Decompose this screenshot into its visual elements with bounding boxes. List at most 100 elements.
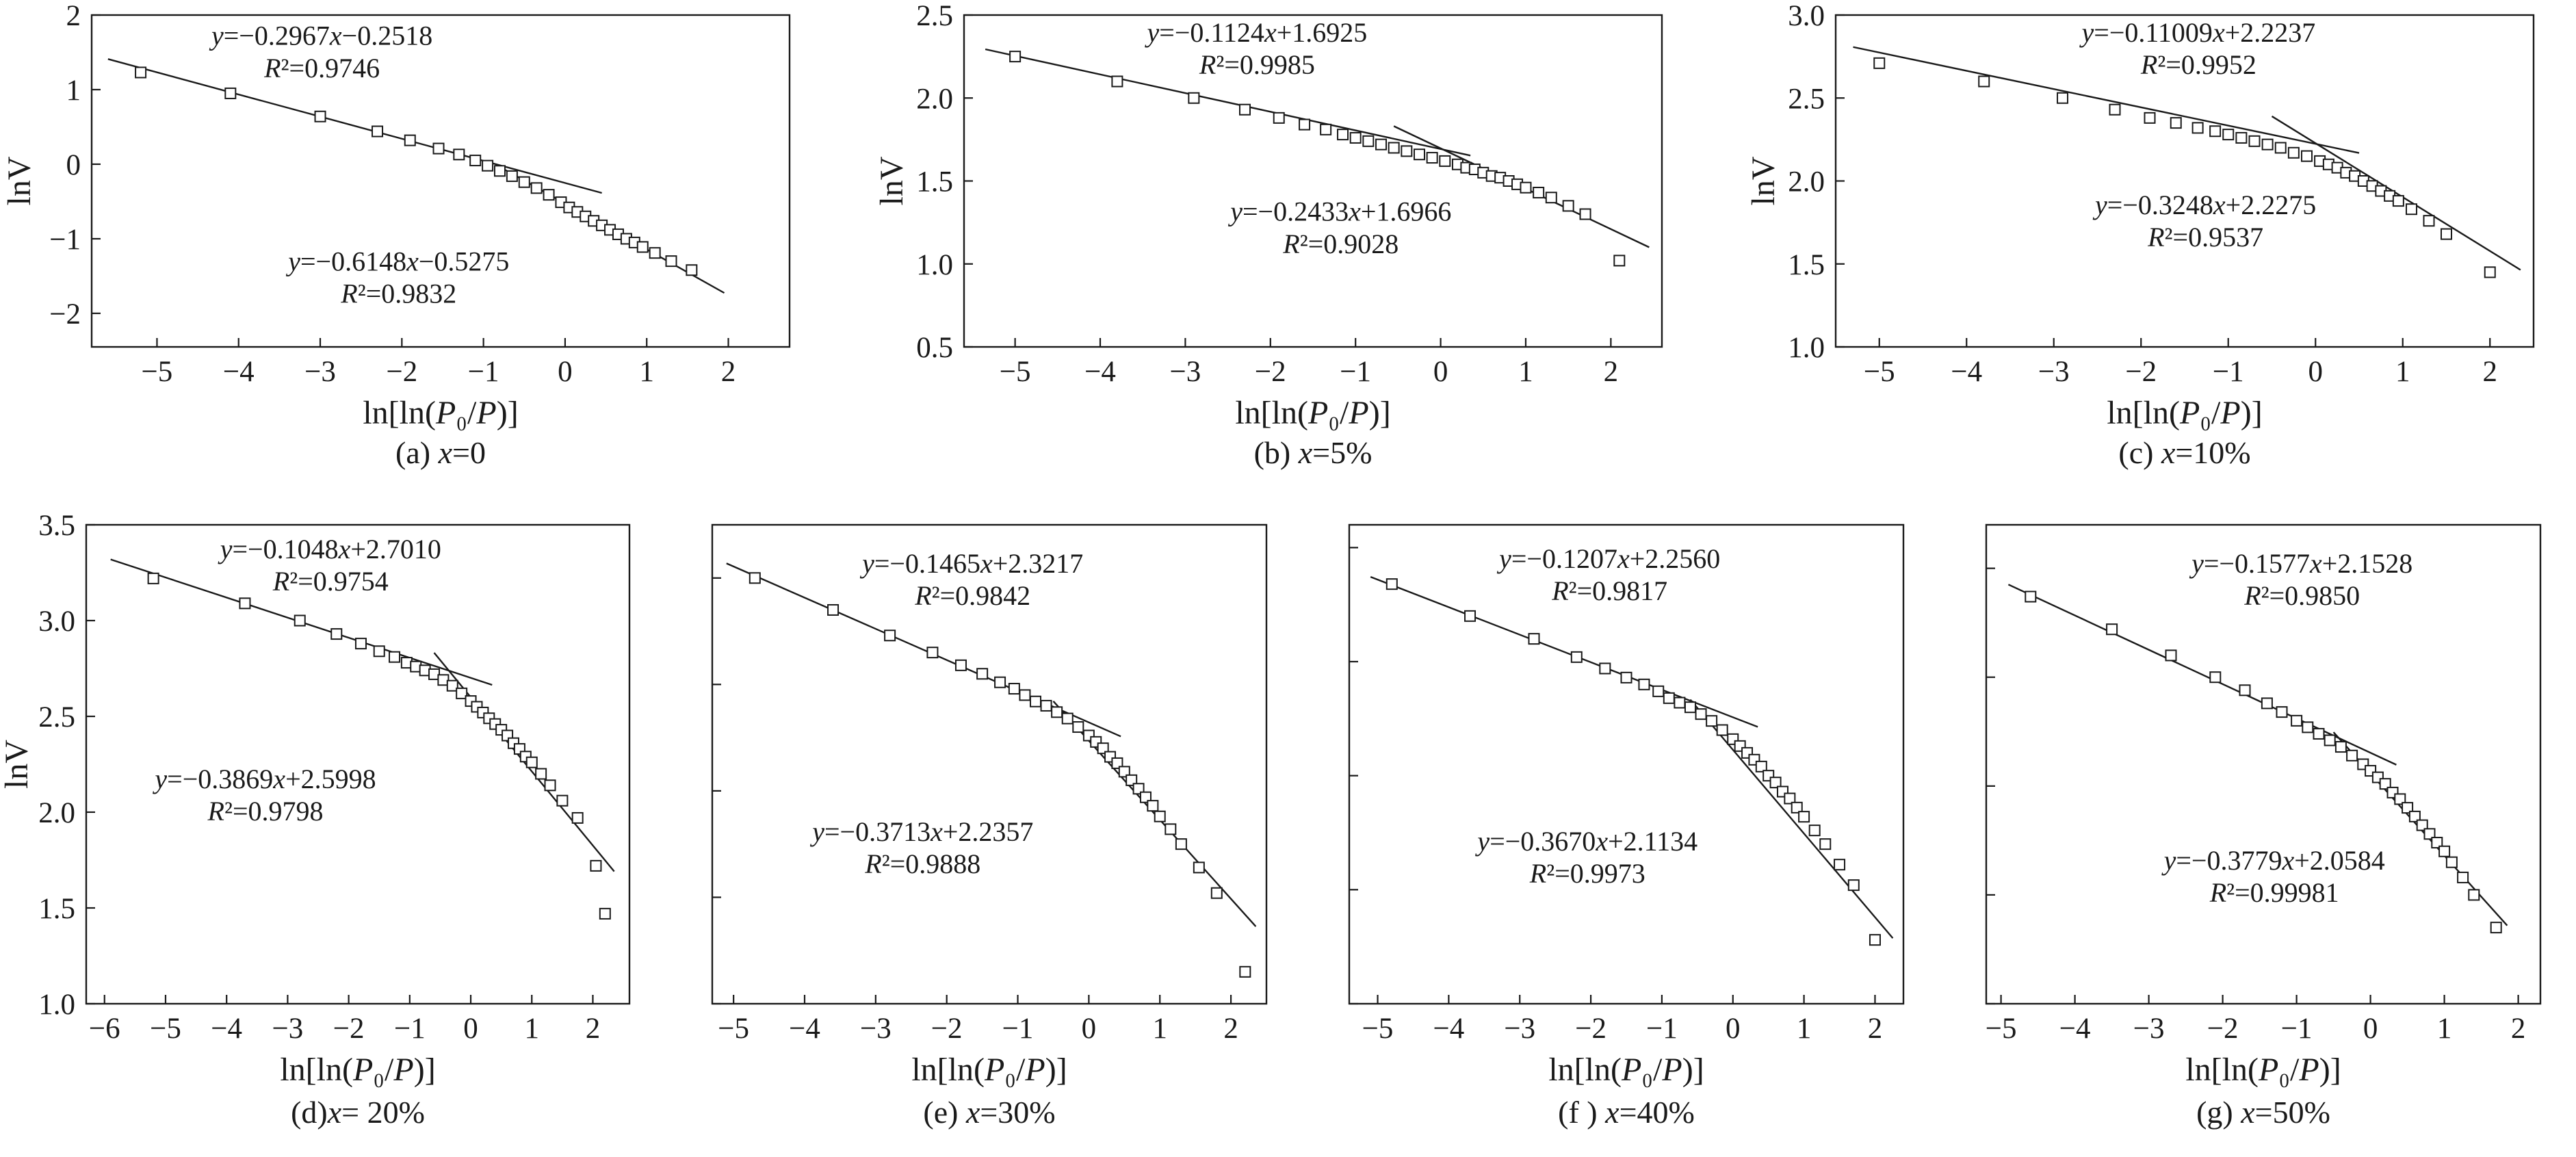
data-point-marker: [1519, 181, 1531, 194]
fit-r2-label-1: R²=0.9842: [914, 580, 1030, 611]
x-tick-label: −5: [999, 356, 1030, 388]
data-point-marker: [1819, 838, 1832, 850]
data-point-marker: [2313, 727, 2325, 740]
data-point-marker: [1769, 777, 1782, 789]
x-axis-label: ln[ln(P₀/P)]: [2185, 1052, 2341, 1088]
data-point-marker: [2235, 131, 2248, 144]
plot-frame: [85, 523, 631, 1005]
data-point-marker: [1834, 859, 1846, 871]
data-point-marker: [1426, 152, 1438, 164]
plot-frame: [90, 14, 791, 348]
x-tick-label: −2: [1575, 1013, 1606, 1045]
x-tick-label: −5: [1986, 1013, 2017, 1045]
data-point-marker: [1210, 887, 1223, 899]
x-tick-label: 0: [1082, 1013, 1097, 1045]
data-point-marker: [2468, 889, 2480, 901]
data-point-marker: [2457, 871, 2469, 883]
fit-equation-label-2: y=−0.3713x+2.2357: [809, 816, 1033, 847]
fit-r2-label-2: R²=0.9537: [2147, 222, 2263, 252]
x-tick-label: −6: [89, 1013, 120, 1045]
data-point-marker: [1349, 131, 1362, 144]
x-tick-label: 1: [2437, 1013, 2452, 1045]
data-point-marker: [1019, 689, 1031, 701]
data-point-marker: [827, 603, 840, 616]
y-tick-label: 2.0: [1788, 166, 1825, 198]
plot-svg-d: −6 −5 −4 −3 −2 −1 0 1 2 1.0 1.5 2.0 2.5 3.0 3.5 y=−0.10…: [0, 510, 631, 1130]
data-point-marker: [469, 155, 482, 167]
x-tick-label: 1: [525, 1013, 540, 1045]
x-tick-label: −1: [468, 356, 499, 388]
x-tick-label: −3: [1504, 1013, 1535, 1045]
data-point-marker: [1009, 51, 1021, 63]
fit-r2-label-1: R²=0.9817: [1551, 575, 1667, 606]
data-point-marker: [2261, 697, 2273, 710]
data-point-marker: [1126, 774, 1138, 786]
data-point-marker: [2109, 103, 2121, 116]
x-tick-label: 0: [1726, 1013, 1741, 1045]
data-point-marker: [1238, 103, 1251, 116]
data-point-marker: [556, 794, 569, 807]
data-point-marker: [2408, 810, 2421, 822]
fit-equation-label-1: y=−0.1124x+1.6925: [1144, 17, 1367, 48]
fit-equation-label-1: y=−0.1577x+2.1528: [2189, 548, 2412, 579]
data-point-marker: [1273, 112, 1285, 124]
data-point-marker: [2191, 122, 2204, 134]
x-tick-label: −1: [1002, 1013, 1034, 1045]
data-point-marker: [530, 182, 543, 194]
x-tick-label: −4: [1951, 356, 1982, 388]
y-tick-label: −2: [49, 298, 81, 330]
data-point-marker: [2239, 684, 2251, 697]
data-point-marker: [976, 668, 989, 680]
data-point-marker: [372, 125, 384, 138]
data-point-marker: [1061, 712, 1074, 725]
data-point-marker: [453, 148, 465, 161]
data-point-marker: [1532, 186, 1544, 198]
data-point-marker: [1638, 678, 1650, 690]
chart-g: −5 −4 −3 −2 −1 0 1 2 y=−0.1577x+2.1528 R²=0.9850 y…: [1956, 515, 2561, 1140]
chart-f: −5 −4 −3 −2 −1 0 1 2 y=−0.1207x+2.2560 R²=0.9817 y…: [1319, 515, 1924, 1140]
data-point-marker: [239, 597, 251, 610]
data-point-marker: [1187, 92, 1199, 104]
data-point-marker: [1413, 148, 1425, 161]
plot-svg-c: −5 −4 −3 −2 −1 0 1 2 1.0 1.5 2.0 2.5 3.0 y=−0.11009x+…: [1745, 0, 2535, 470]
data-point-marker: [2302, 721, 2314, 733]
data-point-marker: [1298, 118, 1310, 131]
data-point-marker: [1579, 208, 1591, 220]
data-point-marker: [446, 679, 458, 692]
data-point-marker: [2392, 195, 2404, 207]
y-tick-label: 2.5: [1788, 83, 1825, 115]
y-tick-label: 2.5: [38, 701, 75, 733]
data-point-marker: [135, 66, 147, 79]
data-point-marker: [599, 907, 611, 920]
x-tick-label: −1: [2281, 1013, 2313, 1045]
x-tick-label: 2: [721, 356, 736, 388]
data-point-marker: [1375, 138, 1387, 151]
data-point-marker: [2406, 203, 2417, 216]
y-axis-label: lnV: [1747, 156, 1782, 205]
x-tick-label: −1: [1340, 356, 1371, 388]
data-point-marker: [1663, 692, 1675, 704]
chart-a: −5 −4 −3 −2 −1 0 1 2 −2 −1 0 1 2 y=−0.2967x−0.2518 R²=…: [1, 0, 817, 480]
data-point-marker: [294, 614, 306, 627]
data-point-marker: [926, 647, 939, 659]
data-point-marker: [1040, 699, 1052, 712]
x-tick-label: −2: [386, 356, 417, 388]
fit-equation-label-2: y=−0.3779x+2.0584: [2161, 845, 2385, 876]
x-tick-label: −2: [2125, 356, 2157, 388]
data-point-marker: [1336, 129, 1349, 141]
data-point-marker: [2209, 671, 2222, 684]
plot-frame: [711, 523, 1268, 1005]
data-point-marker: [2484, 266, 2496, 278]
fit-r2-label-2: R²=0.99981: [2209, 877, 2339, 908]
y-axis-label: lnV: [875, 156, 910, 205]
x-tick-label: 0: [2363, 1013, 2378, 1045]
fit-r2-label-2: R²=0.9028: [1282, 229, 1398, 259]
data-point-marker: [1978, 75, 1990, 88]
x-tick-label: 1: [1797, 1013, 1812, 1045]
x-tick-label: −2: [931, 1013, 963, 1045]
x-tick-label: −4: [789, 1013, 820, 1045]
data-point-marker: [2416, 819, 2428, 831]
x-tick-label: 1: [639, 356, 654, 388]
